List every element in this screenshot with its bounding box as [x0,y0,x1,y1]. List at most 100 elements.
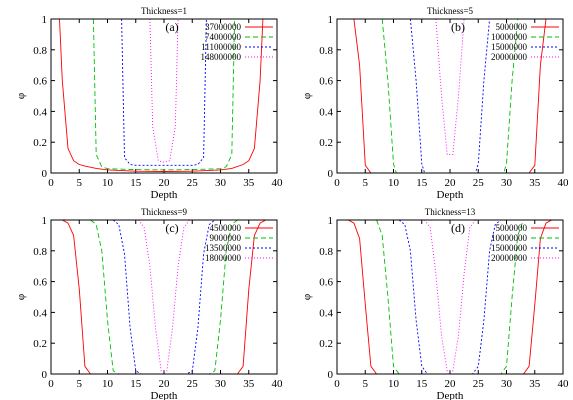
legend-label: 18000000 [205,253,242,263]
chart-title: Thickness=1 [141,6,187,16]
y-tick-label: 0.2 [33,137,47,149]
x-tick-label: 35 [529,177,541,189]
x-tick-label: 10 [388,177,400,189]
x-tick-label: 25 [473,177,485,189]
plot-frame [50,18,278,174]
x-axis-title: Depth [151,189,178,201]
y-tick-label: 0.4 [33,307,47,319]
x-tick-label: 0 [334,378,340,390]
panel-label: (d) [451,221,465,235]
y-tick-label: 0 [42,168,48,180]
y-tick-label: 0.2 [319,338,333,350]
legend-label: 111000000 [201,42,241,52]
chart-title: Thickness=5 [427,6,474,16]
x-tick-label: 0 [48,378,54,390]
x-tick-label: 30 [215,378,227,390]
x-tick-label: 30 [501,177,513,189]
x-tick-label: 15 [416,177,428,189]
series-line-15000000 [409,19,491,173]
y-tick-label: 0.8 [33,45,47,57]
legend-label: 37000000 [205,22,242,32]
x-tick-label: 15 [130,177,142,189]
chart-panel-2: Thickness=5 0 5 10 15 20 25 30 35 40 0 0.2 0.4 0.6 0.8… [301,6,569,201]
legend-label: 9000000 [210,233,242,243]
x-tick-label: 30 [215,177,227,189]
y-tick-label: 0.4 [33,106,47,118]
x-tick-label: 40 [558,177,570,189]
y-tick-label: 0.2 [319,137,333,149]
x-tick-label: 25 [187,378,199,390]
chart-panel-3: Thickness=9 0 5 10 15 20 25 30 35 40 0 0.2 0.4 0.6 0.8… [15,207,283,400]
plot-frame [336,18,564,174]
y-tick-label: 0.6 [33,76,47,88]
legend-label: 148000000 [201,52,242,62]
y-axis-title: φ [15,93,27,99]
x-tick-label: 20 [159,177,171,189]
x-tick-label: 30 [501,378,513,390]
plot-frame [50,219,278,375]
legend-label: 15000000 [491,243,528,253]
panel-label: (a) [165,20,178,34]
x-tick-label: 10 [102,177,114,189]
x-tick-label: 40 [272,177,284,189]
legend-label: 10000000 [491,32,528,42]
x-tick-label: 20 [445,177,457,189]
chart-panel-1: Thickness=1 0 5 10 15 20 25 30 35 40 0 0.2 0.4 0.6 0.8… [15,6,283,201]
y-tick-label: 1 [42,215,48,227]
legend-label: 20000000 [491,52,528,62]
series-line-111000000 [121,19,207,166]
y-tick-label: 0.8 [319,246,333,258]
legend-label: 5000000 [496,223,528,233]
y-tick-label: 0.6 [319,76,333,88]
series-line-37000000 [59,19,264,172]
y-tick-label: 1 [42,14,48,26]
legend-label: 74000000 [205,32,242,42]
x-tick-label: 10 [388,378,400,390]
y-axis-title: φ [301,93,313,99]
x-axis-title: Depth [437,189,464,201]
series-line-5000000 [353,19,547,173]
series-line-20000000 [435,19,465,155]
x-axis-title: Depth [151,390,178,400]
y-tick-label: 0 [42,369,48,381]
legend-label: 10000000 [491,233,528,243]
x-tick-label: 15 [416,378,428,390]
chart-title: Thickness=9 [141,207,188,217]
x-tick-label: 25 [187,177,199,189]
x-tick-label: 10 [102,378,114,390]
y-tick-label: 0 [328,168,334,180]
y-tick-label: 0.8 [33,246,47,258]
x-tick-label: 5 [363,177,369,189]
series-line-10000000 [381,19,519,173]
y-tick-label: 0.8 [319,45,333,57]
x-tick-label: 20 [445,378,457,390]
chart-title: Thickness=13 [425,207,476,217]
legend-label: 13500000 [205,243,242,253]
y-tick-label: 0.4 [319,307,333,319]
legend-label: 5000000 [496,22,528,32]
x-tick-label: 40 [272,378,284,390]
x-tick-label: 0 [48,177,54,189]
plot-frame [336,219,564,375]
x-tick-label: 5 [363,378,369,390]
panel-label: (b) [451,20,465,34]
legend-label: 15000000 [491,42,528,52]
x-tick-label: 0 [334,177,340,189]
y-tick-label: 0.6 [319,277,333,289]
series-line-13500000 [112,220,216,374]
series-line-10000000 [376,220,524,374]
x-axis-title: Depth [437,390,464,400]
legend-label: 4500000 [210,223,242,233]
y-tick-label: 1 [328,14,334,26]
panel-label: (c) [165,221,178,235]
x-tick-label: 35 [243,378,255,390]
x-tick-label: 20 [159,378,171,390]
series-line-74000000 [92,19,236,171]
series-line-5000000 [348,220,552,374]
legend-label: 20000000 [491,253,528,263]
x-tick-label: 35 [529,378,541,390]
y-axis-title: φ [301,294,313,300]
x-tick-label: 5 [77,177,83,189]
y-tick-label: 0.2 [33,338,47,350]
